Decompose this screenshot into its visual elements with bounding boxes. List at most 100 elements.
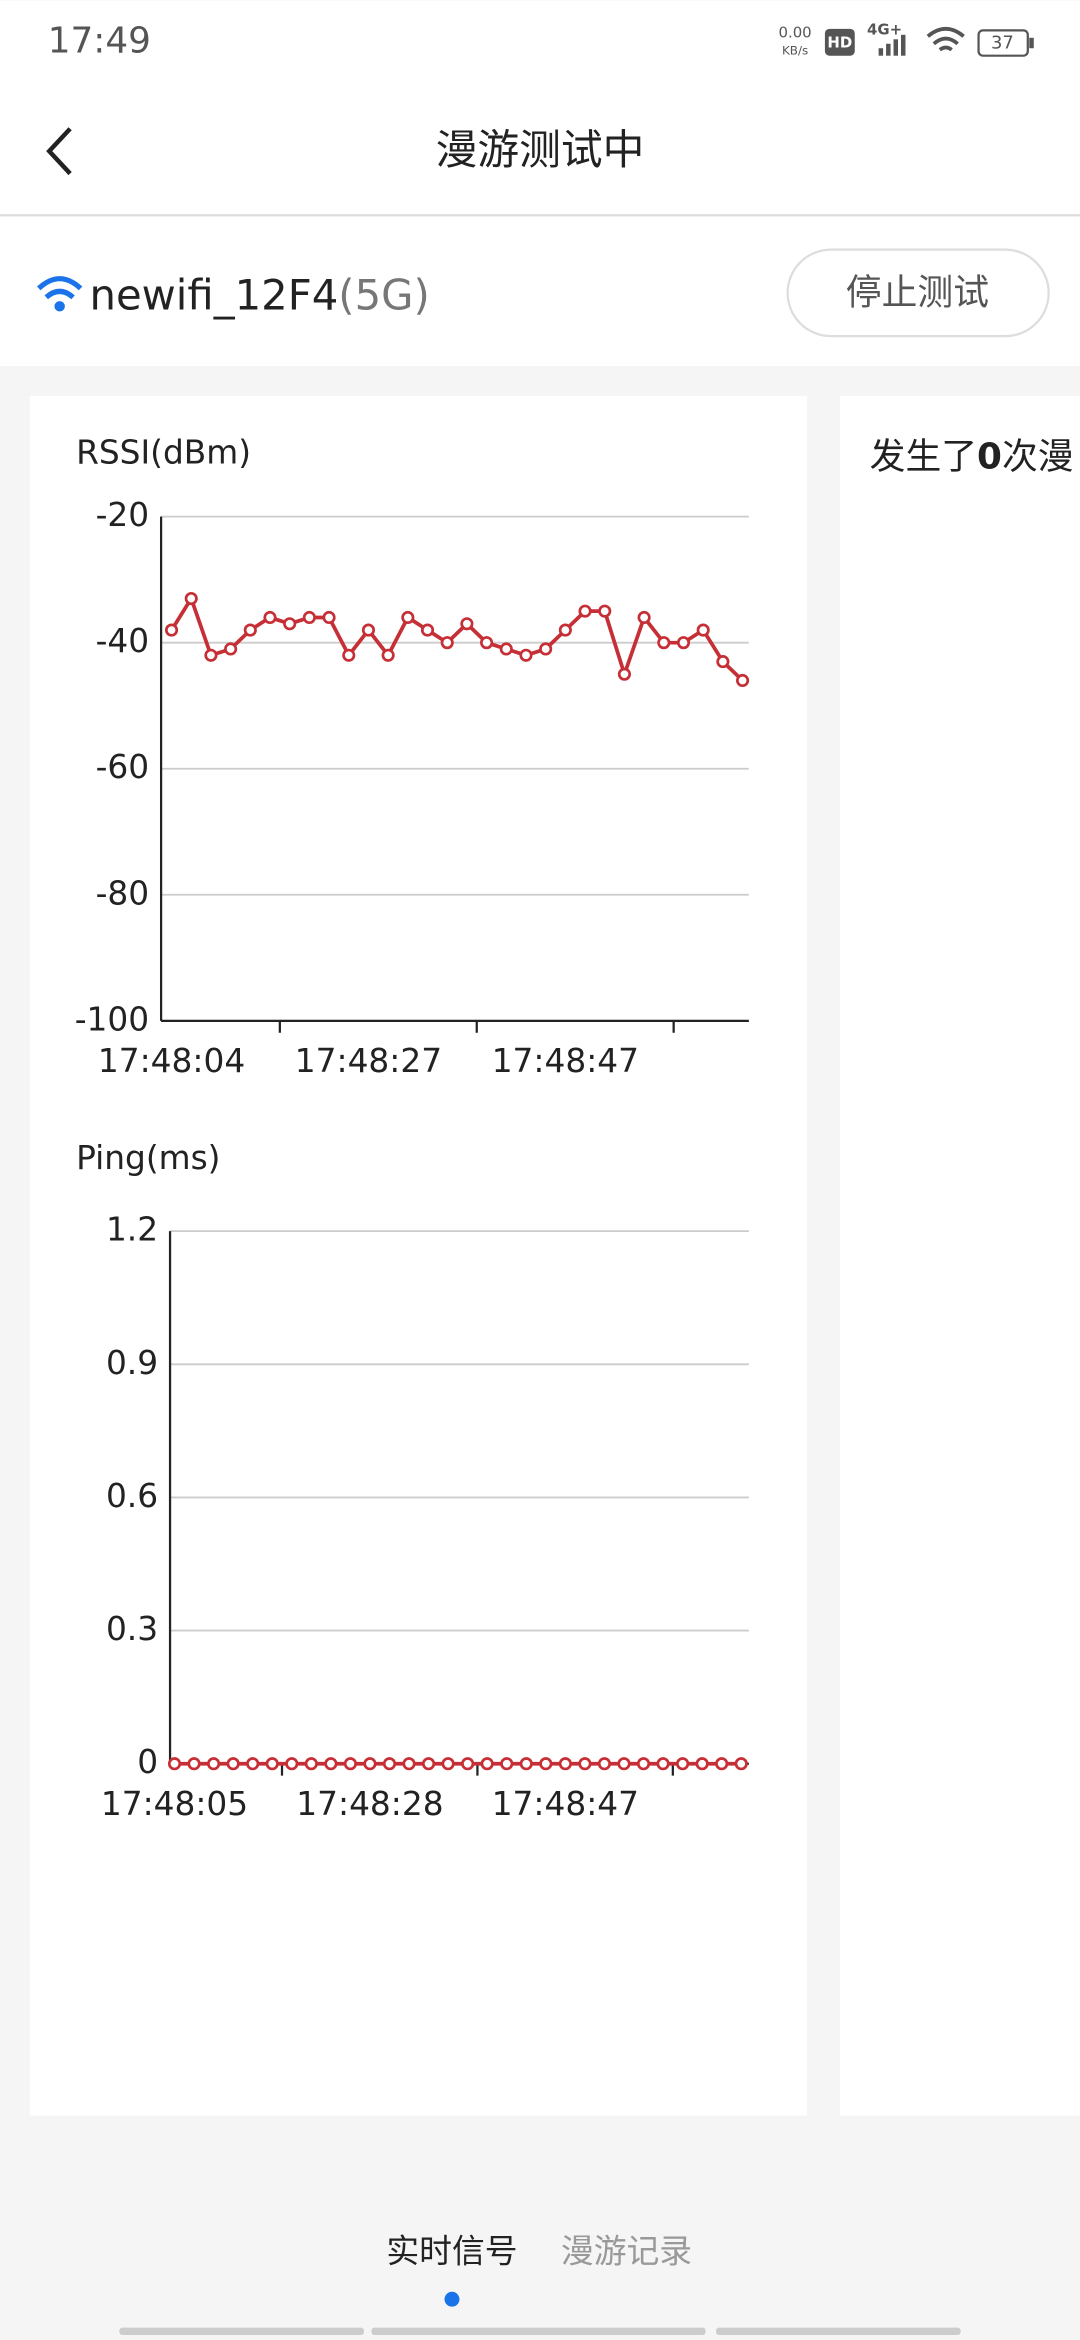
data-point <box>342 648 356 662</box>
y-tick-label: 0 <box>137 1743 158 1781</box>
data-point <box>578 604 592 618</box>
network-type: 4G+ <box>867 20 902 38</box>
data-point <box>343 1757 357 1771</box>
data-point <box>461 1757 475 1771</box>
data-point <box>167 1757 182 1771</box>
data-point <box>617 667 631 681</box>
side-text: 发生了0次漫 <box>870 436 1074 477</box>
data-point <box>715 1757 729 1771</box>
data-point <box>382 1757 397 1771</box>
data-point <box>381 648 395 662</box>
network-name: newifi_12F4(5G) <box>90 270 430 319</box>
data-point <box>422 1757 436 1771</box>
data-point <box>519 1757 533 1771</box>
data-point <box>578 1757 592 1771</box>
data-point <box>734 1757 748 1771</box>
ssid: newifi_12F4 <box>90 270 339 319</box>
band: (5G) <box>338 270 430 319</box>
data-point <box>363 1757 377 1771</box>
data-point <box>322 610 336 625</box>
side-text-after: 次漫 <box>1002 436 1074 477</box>
data-point <box>695 1757 709 1771</box>
data-point <box>226 1757 240 1771</box>
charts: -100 -80 -60 -40 -20 17:48:04 17:48:27 17:48:47… <box>75 496 750 1823</box>
data-point <box>164 623 179 637</box>
status-time: 17:49 <box>48 20 151 61</box>
data-point <box>460 617 474 631</box>
data-point <box>676 1757 690 1771</box>
wifi-icon <box>37 276 83 312</box>
data-point <box>656 1757 670 1771</box>
data-point <box>263 610 277 625</box>
data-point <box>246 1757 260 1771</box>
tab-inactive[interactable]: 漫游记录 <box>561 2232 692 2270</box>
data-point <box>736 673 750 688</box>
data-point <box>539 1757 553 1771</box>
hd-label: HD <box>827 34 852 52</box>
data-point <box>676 636 691 650</box>
data-point <box>283 617 297 631</box>
data-point <box>361 623 376 637</box>
data-point <box>420 623 435 637</box>
data-point <box>184 591 198 606</box>
data-point <box>207 1757 221 1771</box>
data-point <box>597 1757 612 1771</box>
tab-active[interactable]: 实时信号 <box>386 2232 517 2270</box>
x-tick-label: 17:48:47 <box>492 1042 639 1080</box>
data-point <box>224 642 238 656</box>
data-point <box>204 648 218 662</box>
data-point <box>302 610 316 625</box>
data-point <box>187 1757 201 1771</box>
data-point <box>558 623 572 637</box>
data-point <box>499 642 513 656</box>
data-point <box>401 610 415 625</box>
speed-unit: KB/s <box>782 44 808 58</box>
data-point <box>243 623 257 637</box>
side-card <box>839 395 1080 2116</box>
x-tick-label: 17:48:05 <box>101 1785 248 1823</box>
y-tick-label: -100 <box>75 1000 149 1038</box>
data-point <box>265 1757 279 1771</box>
chart-card <box>29 395 808 2116</box>
data-point <box>696 623 710 637</box>
data-point <box>637 610 651 625</box>
stop-button-label[interactable]: 停止测试 <box>846 272 989 313</box>
y-tick-label: 0.9 <box>106 1344 158 1382</box>
data-point <box>636 1757 651 1771</box>
tab-indicator <box>444 2291 460 2307</box>
signal-icon <box>878 34 906 56</box>
y-tick-label: 0.3 <box>106 1610 158 1648</box>
data-point <box>441 1757 455 1771</box>
stop-button[interactable] <box>786 248 1050 338</box>
roam-count: 0 <box>977 436 1002 477</box>
nav-bar <box>119 2327 961 2336</box>
speed-value: 0.00 <box>778 23 811 41</box>
hd-icon <box>824 28 855 56</box>
side-text-before: 发生了 <box>870 436 977 477</box>
x-tick-label: 17:48:27 <box>295 1042 442 1080</box>
y-tick-label: 1.2 <box>106 1211 158 1249</box>
battery-icon <box>977 29 1029 57</box>
data-point <box>324 1757 338 1771</box>
y-tick-label: -20 <box>96 496 150 534</box>
y-tick-label: -60 <box>96 748 150 786</box>
data-point <box>617 1757 631 1771</box>
y-tick-label: -40 <box>96 622 150 660</box>
data-point <box>480 636 494 650</box>
y-tick-label: 0.6 <box>106 1477 158 1515</box>
battery-tip <box>1029 37 1034 49</box>
back-button[interactable] <box>46 127 72 176</box>
data-point <box>558 1757 572 1771</box>
data-point <box>539 642 553 656</box>
page-title: 漫游测试中 <box>436 125 645 174</box>
chart-title: Ping(ms) <box>76 1139 220 1177</box>
wifi-status-icon <box>926 26 965 52</box>
battery-level: 37 <box>991 33 1014 54</box>
data-point <box>716 655 730 669</box>
data-point <box>480 1757 494 1771</box>
data-point <box>657 636 671 650</box>
data-point <box>304 1757 318 1771</box>
data-point <box>285 1757 299 1771</box>
